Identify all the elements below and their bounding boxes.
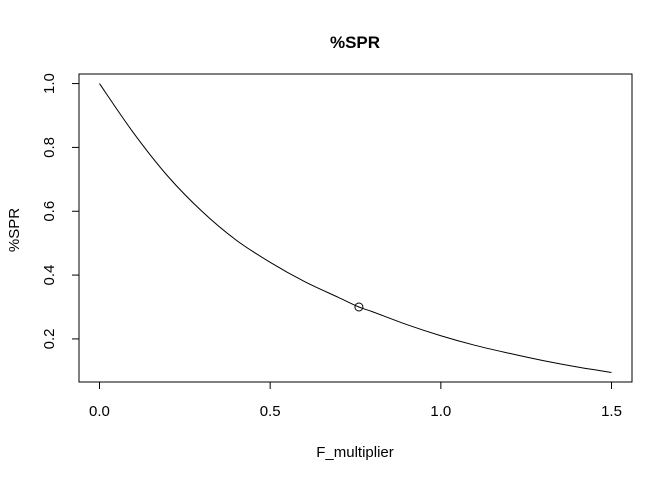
x-tick-label: 0.0 [89,403,110,420]
y-tick-label: 0.8 [41,137,58,158]
y-axis: 0.2 0.4 0.6 0.8 1.0 [41,73,80,349]
x-axis: 0.0 0.5 1.0 1.5 [89,381,622,420]
y-tick-label: 0.2 [41,328,58,349]
chart-title: %SPR [330,33,380,52]
spr-curve [99,83,612,373]
x-tick-label: 1.0 [430,403,451,420]
x-tick-label: 1.5 [601,403,622,420]
y-axis-label: %SPR [6,208,23,252]
marker-layer [354,302,364,312]
y-tick-label: 0.6 [41,201,58,222]
plot-frame [78,73,633,383]
x-axis-label: F_multiplier [316,444,394,461]
data-point-marker [354,302,364,312]
y-tick-label: 0.4 [41,265,58,286]
y-tick-label: 1.0 [41,73,58,94]
x-tick-label: 0.5 [260,403,281,420]
